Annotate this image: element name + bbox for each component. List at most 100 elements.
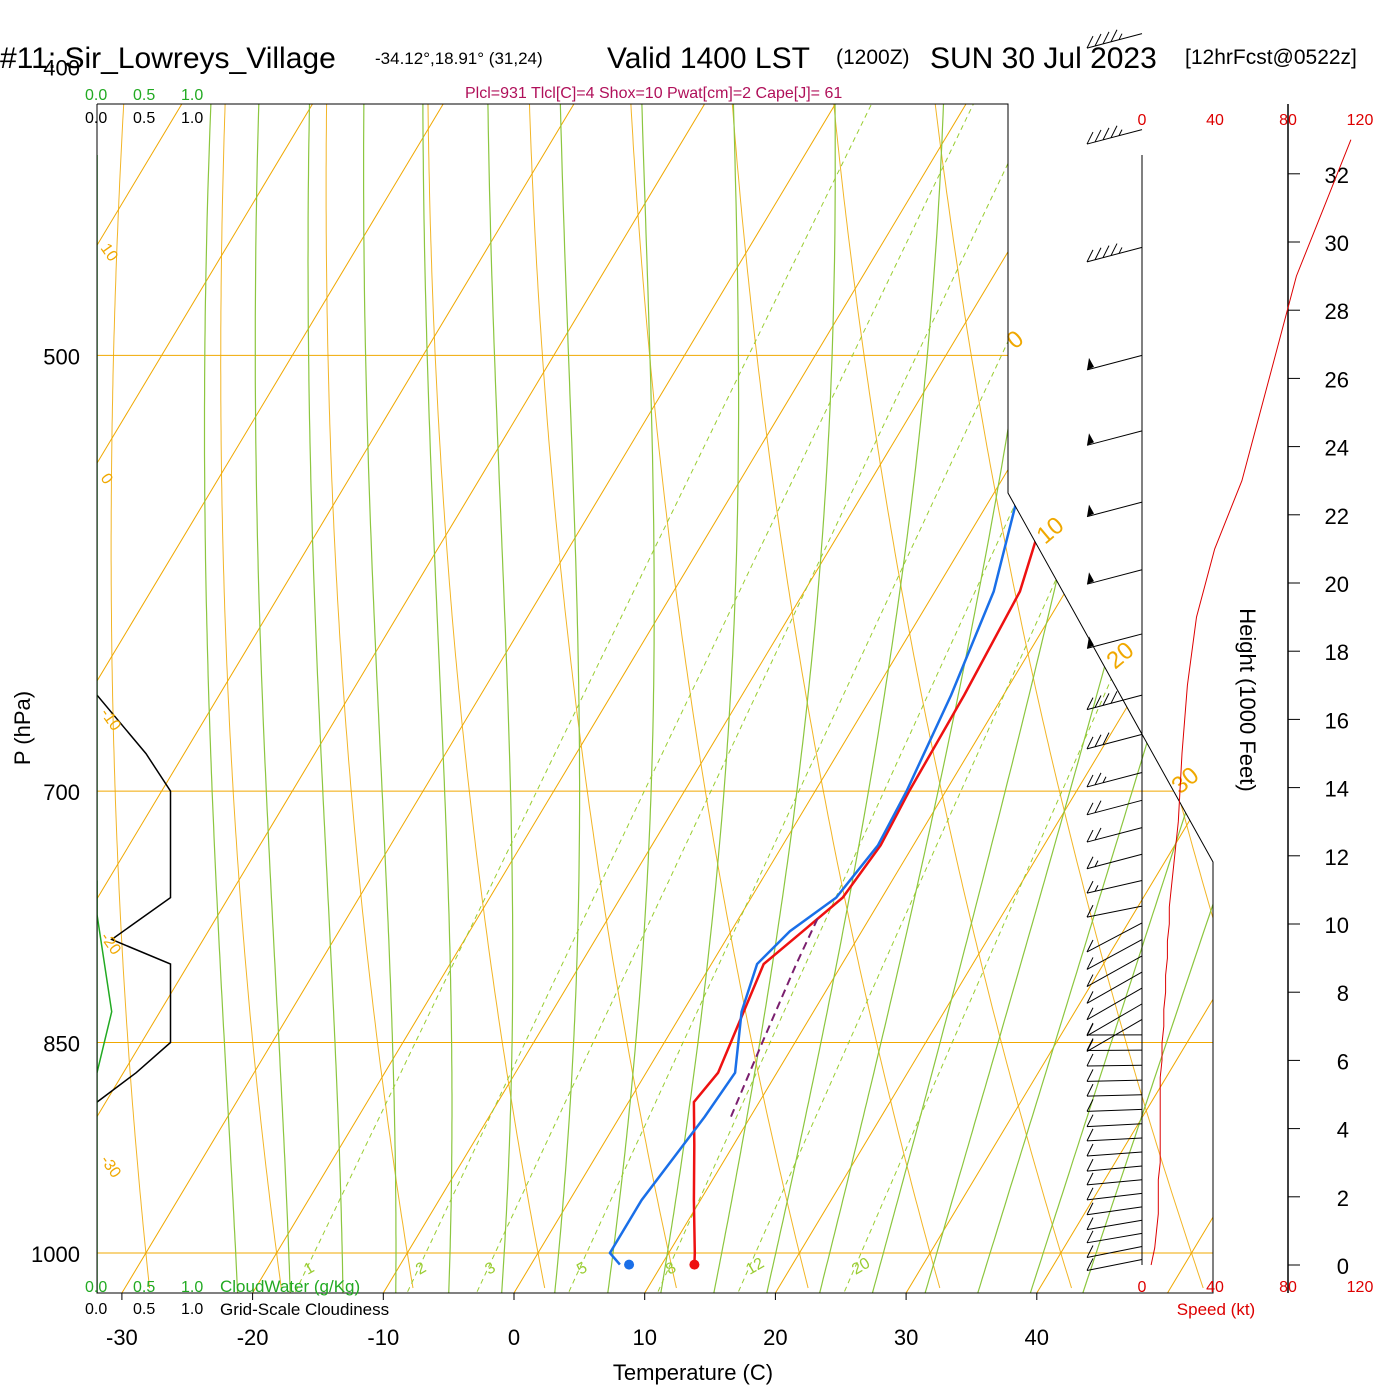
cloudwater-line [97, 880, 113, 1073]
barb-flag [1086, 736, 1094, 750]
isotherm--50 [97, 104, 575, 1293]
barb-flag [1086, 1053, 1094, 1067]
height-tick-20: 20 [1325, 572, 1349, 597]
isotherm--60 [97, 104, 444, 1293]
pressure-tick-700: 700 [43, 780, 80, 805]
barb-half-flag [1102, 776, 1107, 783]
height-axis-label: Height (1000 Feet) [1235, 608, 1260, 791]
barb-shaft [1086, 799, 1143, 816]
wind-barb [1086, 1143, 1143, 1157]
barb-shaft [1086, 1232, 1143, 1244]
temperature-tick-30: 30 [894, 1325, 918, 1350]
barb-shaft [1086, 694, 1143, 711]
wind-barb [1086, 771, 1143, 788]
barb-flag [1086, 1202, 1094, 1215]
barb-shaft [1086, 1094, 1143, 1097]
barb-pennant [1087, 504, 1094, 517]
speed-scale-top-120: 120 [1347, 112, 1374, 129]
moist-adiabat--8 [363, 104, 397, 1293]
isotherm--30 [121, 104, 836, 1293]
station-title: #11: Sir_Lowreys_Village [0, 42, 336, 75]
temperature-line [692, 104, 1213, 1265]
barb-flag [1086, 1114, 1094, 1127]
wind-barb [1086, 1099, 1143, 1112]
wind-barb [1086, 1245, 1143, 1258]
dry-adiabat--20 [220, 104, 282, 1289]
barb-half-flag [1118, 129, 1123, 136]
barb-flag [1086, 1083, 1094, 1097]
height-tick-14: 14 [1325, 777, 1349, 802]
speed-scale-top-40: 40 [1206, 112, 1224, 129]
barb-flag [1094, 247, 1102, 260]
wind-barb [1086, 691, 1143, 711]
barb-flag [1102, 127, 1110, 141]
barb-shaft [1086, 905, 1143, 918]
barb-flag [1110, 243, 1118, 256]
moist-adiabat--16 [254, 104, 304, 1293]
moist-adiabat-44 [1074, 104, 1213, 1293]
barb-shaft [1086, 1108, 1143, 1112]
barb-half-flag [1118, 247, 1123, 254]
dry-adiabat-70 [1137, 104, 1213, 1289]
mixing-ratio-label-20: 20 [849, 1255, 873, 1279]
cloudwater-scale-bottom-05: 0.5 [133, 1279, 155, 1296]
adiabat-label-20: 20 [1102, 637, 1140, 675]
barb-shaft [1086, 129, 1143, 145]
isotherm-10 [644, 104, 1213, 1293]
wind-barb [1086, 1038, 1143, 1051]
wind-barb [1086, 987, 1143, 1021]
barb-shaft [1086, 771, 1143, 788]
barb-half-flag [1094, 885, 1099, 892]
wind-barb [1086, 732, 1143, 750]
barb-shaft [1086, 1064, 1143, 1067]
cloudwater-scale-bottom-0: 0.0 [85, 1279, 107, 1296]
barb-flag [1086, 1069, 1094, 1082]
pressure-tick-500: 500 [43, 344, 80, 369]
barb-shaft [1086, 1246, 1143, 1258]
dry-adiabat-0 [427, 104, 546, 1289]
wind-barb [1086, 1187, 1143, 1201]
barb-pennant [1087, 357, 1094, 370]
barb-flag [1086, 35, 1094, 49]
moist-adiabat-28 [865, 104, 1213, 1293]
temperature-tick--10: -10 [367, 1325, 399, 1350]
wind-barb [1086, 853, 1143, 870]
wind-barb [1086, 1217, 1143, 1231]
barb-shaft [1086, 1165, 1143, 1172]
barb-flag [1086, 697, 1094, 710]
dewpoint-line [608, 104, 1213, 1266]
mixing-ratio-20 [833, 104, 1213, 1293]
barb-shaft [1086, 922, 1143, 953]
plot-frame [96, 103, 1214, 1294]
barb-flag [1086, 1187, 1094, 1201]
barb-flag [1102, 732, 1110, 745]
barb-shaft [1086, 1192, 1143, 1201]
wind-barb [1086, 904, 1143, 918]
moist-adiabat-16 [708, 104, 836, 1293]
speed-scale-bottom-0: 0 [1138, 1279, 1147, 1296]
barb-flag [1086, 991, 1094, 1004]
barb-shaft [1086, 827, 1143, 843]
barb-shaft [1086, 1079, 1143, 1082]
zulu-time: (1200Z) [836, 46, 910, 69]
isotherm-0 [513, 104, 1213, 1293]
height-tick-0: 0 [1337, 1254, 1349, 1279]
barb-flag [1086, 1245, 1094, 1258]
barb-flag [1094, 734, 1102, 747]
speed-scale-bottom-40: 40 [1206, 1279, 1224, 1296]
wind-barb [1086, 939, 1143, 970]
wind-barb [1086, 879, 1143, 894]
barb-flag [1086, 1039, 1094, 1052]
barb-flag [1086, 1143, 1094, 1157]
barb-flag [1086, 974, 1094, 987]
adiabat-label-0: 0 [1002, 325, 1030, 354]
barb-flag [1086, 829, 1094, 843]
barb-shaft [1086, 853, 1143, 870]
speed-scale-bottom-120: 120 [1347, 1279, 1374, 1296]
wind-barb [1086, 922, 1143, 953]
barb-pennant [1087, 572, 1094, 585]
height-tick-6: 6 [1337, 1049, 1349, 1074]
pressure-tick-400: 400 [43, 55, 80, 80]
